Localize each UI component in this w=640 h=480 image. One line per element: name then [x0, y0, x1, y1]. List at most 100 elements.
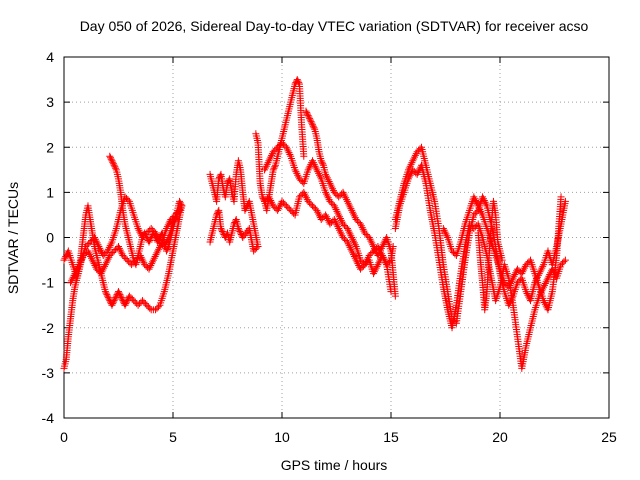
data-point-marker: [407, 160, 415, 168]
data-point-marker: [141, 300, 149, 308]
data-point-marker: [518, 270, 526, 278]
data-point-marker: [71, 270, 79, 278]
data-point-marker: [86, 251, 94, 259]
data-point-marker: [539, 262, 547, 270]
data-point-marker: [540, 297, 548, 305]
data-point-marker: [214, 208, 222, 216]
data-point-marker: [110, 161, 118, 169]
data-point-marker: [370, 270, 378, 278]
data-point-marker: [524, 259, 532, 267]
data-point-marker: [370, 244, 378, 252]
data-point-marker: [149, 256, 157, 264]
data-point-marker: [100, 264, 108, 272]
data-point-marker: [327, 218, 335, 226]
data-point-marker: [274, 143, 282, 151]
data-point-marker: [317, 157, 325, 165]
data-point-marker: [153, 249, 161, 257]
data-point-marker: [122, 300, 130, 308]
x-axis-label: GPS time / hours: [281, 457, 388, 473]
data-point-marker: [557, 261, 565, 269]
data-point-marker: [176, 197, 184, 205]
data-point-marker: [506, 281, 514, 289]
data-point-marker: [115, 289, 123, 297]
series-trace-f: [206, 206, 262, 255]
data-point-marker: [378, 243, 386, 251]
x-tick-label: 10: [274, 429, 290, 445]
data-point-marker: [348, 206, 356, 214]
data-point-marker: [315, 210, 323, 218]
data-point-marker: [545, 272, 553, 280]
data-point-marker: [305, 164, 313, 172]
data-point-marker: [326, 197, 334, 205]
data-point-marker: [218, 226, 226, 234]
data-point-marker: [344, 199, 352, 207]
data-point-marker: [125, 292, 133, 300]
data-point-marker: [217, 224, 225, 232]
data-point-marker: [310, 124, 318, 132]
data-point-marker: [309, 157, 317, 165]
data-point-marker: [146, 237, 154, 245]
data-point-marker: [329, 185, 337, 193]
data-point-marker: [241, 206, 249, 214]
data-point-marker: [362, 230, 370, 238]
data-point-marker: [138, 297, 146, 305]
data-point-marker: [381, 257, 389, 265]
data-point-marker: [350, 239, 358, 247]
data-point-marker: [109, 300, 117, 308]
data-point-marker: [91, 261, 99, 269]
chart-title: Day 050 of 2026, Sidereal Day-to-day VTE…: [80, 18, 589, 34]
data-point-marker: [327, 199, 335, 207]
data-point-marker: [254, 243, 262, 251]
data-point-marker: [70, 271, 78, 279]
data-point-marker: [101, 262, 109, 270]
data-point-marker: [241, 230, 249, 238]
data-point-marker: [282, 202, 290, 210]
data-point-marker: [323, 192, 331, 200]
data-point-marker: [87, 252, 95, 260]
data-point-marker: [322, 188, 330, 196]
data-point-marker: [294, 171, 302, 179]
data-point-marker: [309, 121, 317, 129]
data-point-marker: [382, 259, 390, 267]
data-point-marker: [88, 256, 96, 264]
data-point-marker: [307, 118, 315, 126]
data-point-marker: [304, 166, 312, 174]
data-point-marker: [336, 228, 344, 236]
data-point-marker: [62, 252, 70, 260]
data-point-marker: [141, 261, 149, 269]
data-point-marker: [240, 232, 248, 240]
data-point-marker: [508, 276, 516, 284]
data-point-marker: [108, 301, 116, 309]
data-point-marker: [83, 241, 91, 249]
data-point-marker: [380, 239, 388, 247]
data-point-marker: [281, 200, 289, 208]
data-point-marker: [145, 238, 153, 246]
data-point-marker: [479, 195, 487, 203]
data-point-marker: [251, 246, 259, 254]
data-point-marker: [303, 109, 311, 117]
data-point-marker: [123, 297, 131, 305]
data-point-marker: [348, 234, 356, 241]
data-point-marker: [84, 247, 92, 255]
data-point-marker: [140, 298, 148, 306]
data-point-marker: [111, 295, 119, 303]
data-point-marker: [340, 190, 348, 198]
data-point-marker: [99, 252, 107, 260]
data-point-marker: [343, 196, 351, 204]
data-point-marker: [87, 254, 95, 262]
data-point-marker: [94, 241, 102, 249]
data-point-marker: [306, 199, 314, 207]
data-point-marker: [307, 200, 315, 208]
data-point-marker: [322, 172, 330, 180]
axis-ticks: 0 5 10 15 20 25 -4 -3 -2 -1 0 1 2 3 4: [42, 49, 617, 445]
data-point-marker: [339, 220, 347, 228]
data-point-marker: [347, 245, 355, 253]
data-point-marker: [362, 259, 370, 267]
data-point-marker: [306, 115, 314, 123]
data-point-marker: [372, 264, 380, 272]
series-trace-n: [474, 197, 506, 314]
data-point-marker: [292, 168, 300, 176]
data-point-marker: [480, 196, 488, 204]
data-point-marker: [77, 257, 85, 265]
data-point-marker: [101, 250, 109, 258]
